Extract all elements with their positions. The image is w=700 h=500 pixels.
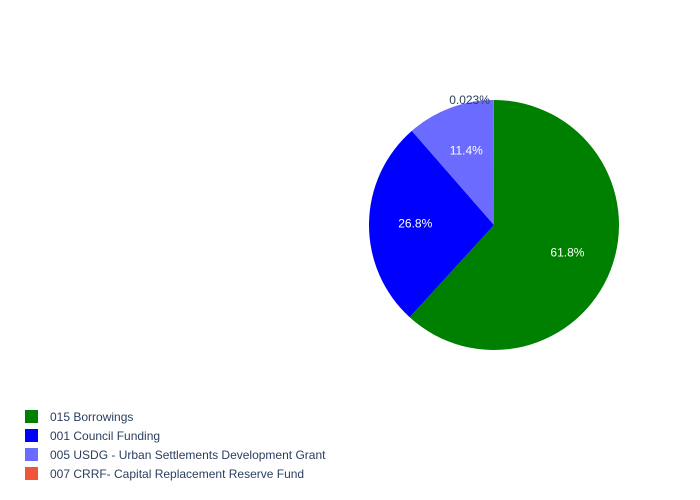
legend: 015 Borrowings 001 Council Funding 005 U…: [25, 407, 325, 483]
legend-swatch-crrf: [25, 467, 38, 480]
pie-slice-usdg[interactable]: [411, 100, 494, 225]
slice-label-council-funding: 26.8%: [398, 216, 432, 230]
legend-label-council-funding: 001 Council Funding: [50, 428, 161, 443]
legend-swatch-borrowings: [25, 410, 38, 423]
legend-swatch-usdg: [25, 448, 38, 461]
legend-item-usdg[interactable]: 005 USDG - Urban Settlements Development…: [25, 445, 325, 464]
pie-slice-borrowings[interactable]: [409, 100, 620, 350]
legend-swatch-council-funding: [25, 429, 38, 442]
legend-item-crrf[interactable]: 007 CRRF- Capital Replacement Reserve Fu…: [25, 464, 325, 483]
slice-label-usdg: 11.4%: [450, 143, 483, 157]
legend-item-borrowings[interactable]: 015 Borrowings: [25, 407, 325, 426]
pie-slice-council-funding[interactable]: [369, 130, 494, 318]
legend-label-borrowings: 015 Borrowings: [50, 409, 134, 424]
legend-label-usdg: 005 USDG - Urban Settlements Development…: [50, 447, 326, 462]
legend-label-crrf: 007 CRRF- Capital Replacement Reserve Fu…: [50, 466, 305, 481]
slice-label-crrf: 0.023%: [449, 93, 490, 107]
slice-label-borrowings: 61.8%: [550, 246, 584, 260]
legend-item-council-funding[interactable]: 001 Council Funding: [25, 426, 325, 445]
